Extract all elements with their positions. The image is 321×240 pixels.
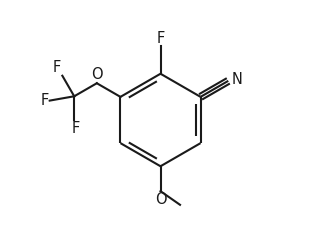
- Text: N: N: [232, 72, 243, 87]
- Text: F: F: [53, 60, 61, 75]
- Text: F: F: [40, 93, 48, 108]
- Text: F: F: [71, 121, 80, 136]
- Text: F: F: [156, 31, 165, 46]
- Text: O: O: [155, 192, 166, 207]
- Text: O: O: [91, 67, 103, 82]
